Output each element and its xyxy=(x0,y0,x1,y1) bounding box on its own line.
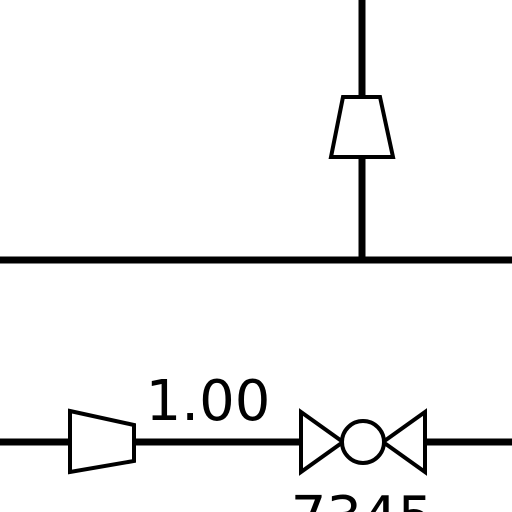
valve-right-wing xyxy=(379,408,427,476)
gate-valve-symbol xyxy=(299,408,427,476)
pipe-size-label: 1.00 xyxy=(146,369,271,434)
valve-left-wing xyxy=(299,408,347,476)
vertical-reducer-symbol xyxy=(328,95,396,159)
valve-tag-label: 7345 xyxy=(291,485,434,512)
horizontal-reducer-symbol xyxy=(68,408,136,475)
valve-center-circle xyxy=(340,419,386,465)
